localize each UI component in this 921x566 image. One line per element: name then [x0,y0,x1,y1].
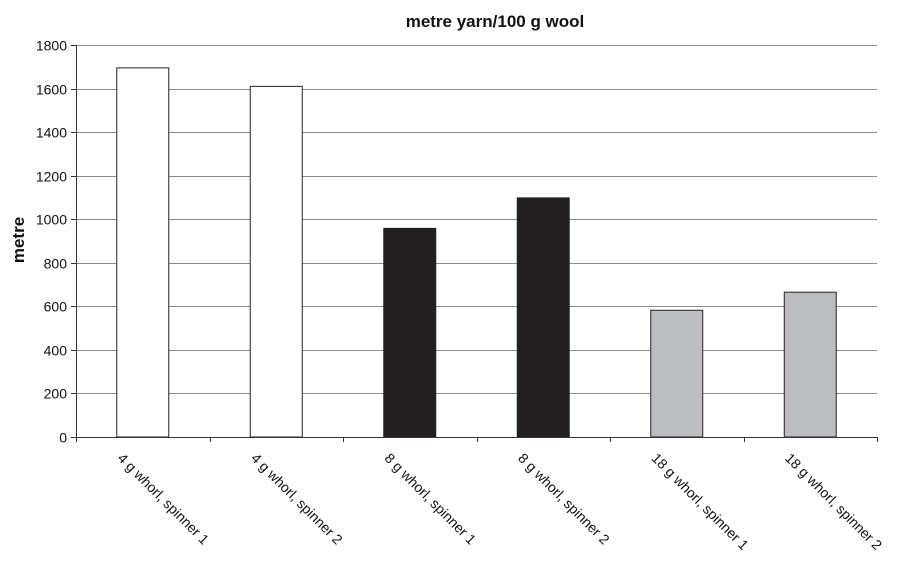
y-tick-label: 1200 [36,169,67,185]
x-tick-label: 4 g whorl, spinner 2 [248,450,346,548]
bar-2 [249,85,303,438]
x-tick-label: 4 g whorl, spinner 1 [115,450,213,548]
y-axis-label: metre [9,217,28,263]
x-axis-ticks: 4 g whorl, spinner 1 4 g whorl, spinner 2… [76,437,885,553]
y-tick-label: 800 [44,256,68,272]
chart-title: metre yarn/100 g wool [406,12,585,31]
x-tick-label: 18 g whorl, spinner 1 [649,450,752,553]
bar-1 [116,67,170,438]
x-tick-label: 8 g whorl, spinner 1 [382,450,480,548]
y-tick-label: 1400 [36,125,67,141]
y-tick-label: 1800 [36,38,67,54]
axes [76,45,877,438]
y-tick-label: 0 [59,430,67,446]
bar-6 [783,291,837,438]
gridlines [76,45,877,394]
bar-4 [516,197,570,438]
y-tick-label: 400 [44,343,68,359]
y-tick-label: 200 [44,386,68,402]
x-tick-label: 8 g whorl, spinner 2 [515,450,613,548]
y-tick-label: 1600 [36,82,67,98]
y-axis-ticks: 0 200 400 600 800 1000 1200 1400 1600 1800 [36,38,76,446]
y-tick-label: 1000 [36,212,67,228]
bar-5 [650,309,704,438]
y-tick-label: 600 [44,299,68,315]
bar-3 [383,227,437,438]
x-tick-label: 18 g whorl, spinner 2 [782,450,885,553]
bars [116,67,837,438]
